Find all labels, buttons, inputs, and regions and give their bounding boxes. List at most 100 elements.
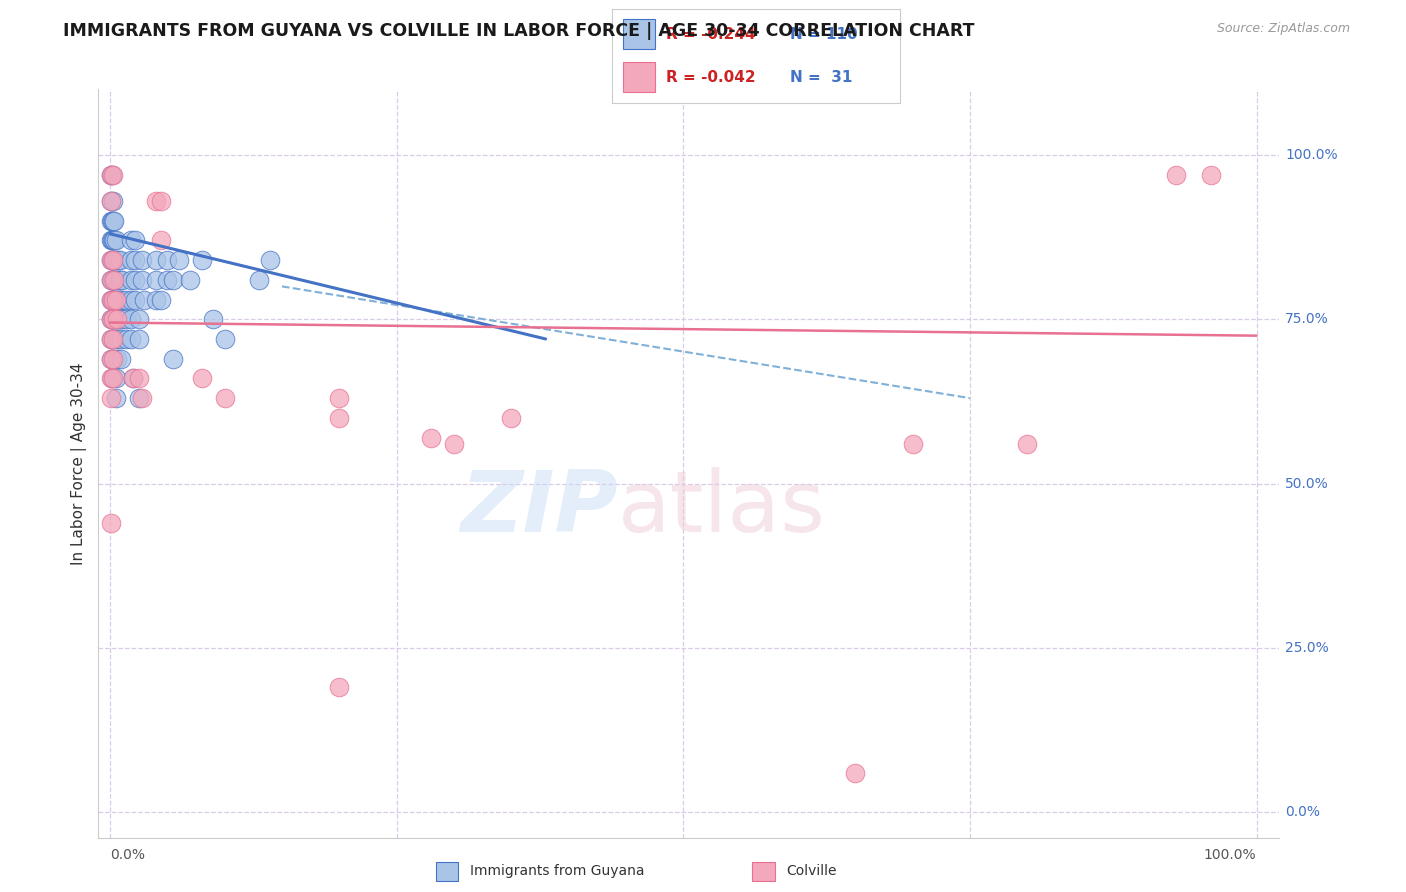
Point: [108, 253, 131, 268]
Point: [145, 293, 167, 307]
Point: [120, 312, 142, 326]
Point: [443, 437, 465, 451]
Point: [420, 431, 443, 445]
Point: [134, 293, 156, 307]
Point: [145, 194, 167, 208]
Point: [115, 293, 138, 307]
Point: [124, 293, 146, 307]
Point: [214, 332, 236, 346]
Point: [100, 273, 122, 287]
Point: [156, 253, 179, 268]
Point: [103, 233, 125, 247]
Text: IMMIGRANTS FROM GUYANA VS COLVILLE IN LABOR FORCE | AGE 30-34 CORRELATION CHART: IMMIGRANTS FROM GUYANA VS COLVILLE IN LA…: [63, 22, 974, 40]
Point: [100, 332, 122, 346]
Point: [103, 253, 125, 268]
Point: [1166, 168, 1188, 182]
Point: [100, 194, 122, 208]
Point: [101, 312, 124, 326]
Point: [128, 391, 150, 405]
Point: [107, 312, 129, 326]
Point: [214, 391, 236, 405]
Point: [108, 293, 131, 307]
Point: [150, 233, 173, 247]
Point: [107, 293, 129, 307]
Point: [100, 312, 122, 326]
Point: [124, 233, 146, 247]
Point: [120, 293, 142, 307]
Point: [100, 293, 122, 307]
Point: [105, 312, 128, 326]
Point: [128, 332, 150, 346]
Point: [100, 273, 122, 287]
Point: [101, 273, 124, 287]
Point: [103, 332, 125, 346]
Point: [103, 168, 125, 182]
Point: [103, 273, 125, 287]
Point: [100, 233, 122, 247]
Bar: [623, 62, 655, 92]
Text: 0.0%: 0.0%: [110, 848, 145, 863]
Y-axis label: In Labor Force | Age 30-34: In Labor Force | Age 30-34: [72, 362, 87, 566]
Point: [100, 391, 122, 405]
Point: [501, 410, 523, 425]
Point: [128, 312, 150, 326]
Point: [103, 194, 125, 208]
Point: [108, 273, 131, 287]
Point: [100, 516, 122, 530]
Text: N = 110: N = 110: [790, 27, 858, 42]
Point: [1017, 437, 1039, 451]
Point: [328, 681, 350, 695]
Point: [104, 293, 127, 307]
Point: [107, 253, 129, 268]
Point: [103, 273, 125, 287]
Point: [167, 253, 190, 268]
Point: [844, 765, 866, 780]
Point: [328, 391, 350, 405]
Point: [107, 332, 129, 346]
Point: [103, 312, 125, 326]
Point: [100, 168, 122, 182]
Point: [131, 273, 153, 287]
Point: [103, 312, 125, 326]
Point: [100, 312, 122, 326]
Text: 50.0%: 50.0%: [1285, 476, 1329, 491]
Point: [103, 293, 125, 307]
Point: [115, 312, 138, 326]
Point: [100, 351, 122, 366]
Point: [103, 293, 125, 307]
Point: [190, 253, 212, 268]
Point: [150, 293, 173, 307]
Point: [103, 253, 125, 268]
Point: [100, 351, 122, 366]
Point: [103, 233, 125, 247]
Point: [111, 273, 134, 287]
Point: [120, 253, 142, 268]
Text: R = -0.244: R = -0.244: [666, 27, 756, 42]
Text: 100.0%: 100.0%: [1204, 848, 1257, 863]
Point: [111, 293, 134, 307]
Point: [108, 312, 131, 326]
Text: 25.0%: 25.0%: [1285, 640, 1329, 655]
Point: [103, 351, 125, 366]
Point: [150, 194, 173, 208]
Bar: [623, 20, 655, 49]
Point: [103, 351, 125, 366]
Point: [901, 437, 924, 451]
Point: [202, 312, 225, 326]
Point: [103, 213, 125, 227]
Point: [101, 168, 124, 182]
Text: N =  31: N = 31: [790, 70, 852, 85]
Point: [120, 233, 142, 247]
Point: [101, 371, 124, 385]
Point: [103, 253, 125, 268]
Point: [120, 332, 142, 346]
Point: [107, 273, 129, 287]
Point: [103, 332, 125, 346]
Point: [100, 194, 122, 208]
Text: atlas: atlas: [619, 467, 827, 550]
Point: [103, 293, 125, 307]
Point: [104, 273, 127, 287]
Text: Colville: Colville: [786, 864, 837, 879]
Point: [145, 253, 167, 268]
Point: [104, 371, 127, 385]
